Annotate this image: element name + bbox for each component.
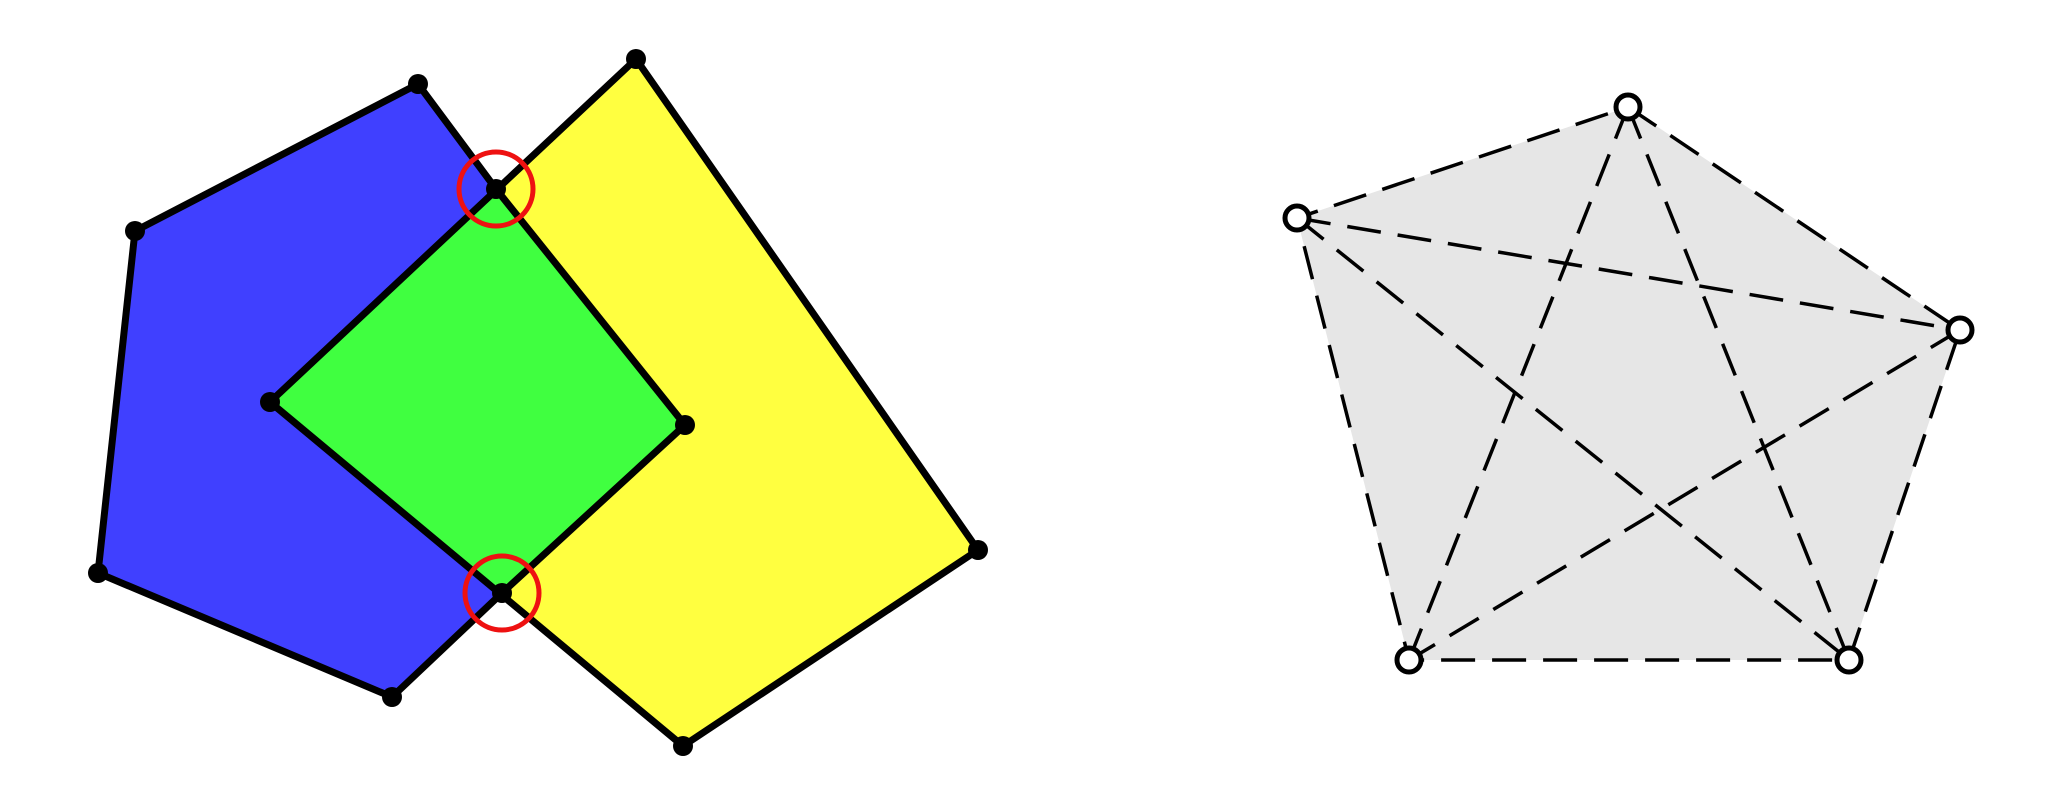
hollow-vertex: [1394, 645, 1424, 675]
hollow-vertex: [1613, 92, 1643, 122]
green-intersection: [270, 189, 685, 593]
diagonal: [1408, 328, 1961, 662]
hollow-vertex: [1834, 645, 1864, 675]
left-panel: [88, 49, 988, 756]
right-panel: [1282, 92, 1975, 675]
vertex-dot: [486, 179, 506, 199]
vertex-dot: [125, 221, 145, 241]
pentagon-diagonals: [1295, 106, 1961, 662]
vertex-dot: [675, 415, 695, 435]
blue-hexagon-outline: [94, 80, 689, 701]
hollow-vertex: [1945, 315, 1975, 345]
vertex-dot: [968, 540, 988, 560]
gray-pentagon: [1297, 107, 1960, 660]
diagonal: [1295, 216, 1851, 662]
vertex-markers: [88, 49, 988, 756]
vertex-dot: [382, 687, 402, 707]
intersection-circle-bottom: [462, 553, 542, 633]
hollow-vertex: [1282, 203, 1312, 233]
hollow-vertex-markers: [1282, 92, 1975, 675]
pentagon-dashed-edges: [1294, 105, 1963, 662]
diagonal: [1296, 216, 1961, 332]
vertex-dot: [88, 563, 108, 583]
vertex-dot: [408, 74, 428, 94]
intersection-circle-top: [456, 149, 536, 229]
vertex-dot: [673, 736, 693, 756]
vertex-dot: [626, 49, 646, 69]
intersection-markers: [456, 149, 542, 633]
blue-hexagon: [98, 84, 502, 697]
vertex-dot: [260, 392, 280, 412]
vertex-dot: [492, 583, 512, 603]
yellow-quadrilateral: [496, 59, 978, 746]
